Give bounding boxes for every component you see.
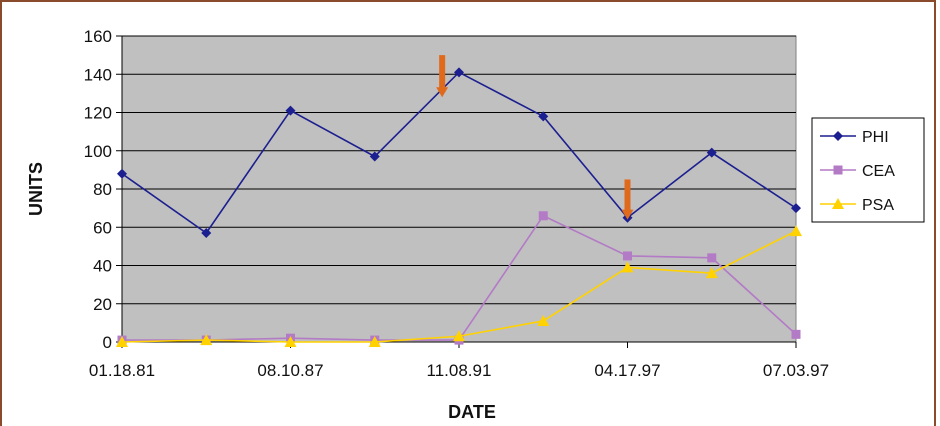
legend-swatch-marker: [833, 165, 843, 175]
y-tick-label: 100: [84, 142, 112, 161]
y-tick-label: 160: [84, 27, 112, 46]
y-tick-label: 20: [93, 295, 112, 314]
y-tick-labels: 0 20 40 60 80 100 120 140 160: [84, 27, 112, 352]
y-tick-label: 140: [84, 65, 112, 84]
legend-item-cea: CEA: [820, 163, 895, 180]
data-point-cea: [623, 251, 632, 261]
arrow-annotation: [621, 179, 634, 220]
data-point-phi: [285, 105, 296, 116]
legend-swatch-marker: [833, 131, 843, 141]
data-point-phi: [369, 151, 380, 162]
arrow-annotation: [436, 55, 449, 98]
x-axis-title: DATE: [448, 402, 496, 422]
data-point-phi: [454, 67, 464, 78]
y-tick-label: 120: [84, 104, 112, 123]
data-point-psa: [200, 334, 213, 346]
legend-label: PHI: [862, 129, 889, 146]
x-tick-label: 08.10.87: [257, 361, 323, 380]
data-point-psa: [284, 336, 297, 347]
data-point-phi: [538, 111, 549, 122]
arrow-shaft: [624, 179, 631, 211]
annotation-arrows: [436, 55, 634, 220]
legend-label: PSA: [862, 197, 894, 214]
x-tick-label: 04.17.97: [594, 361, 660, 380]
x-tick-label: 07.03.97: [763, 361, 829, 380]
data-point-psa: [537, 314, 550, 326]
data-point-psa: [116, 336, 128, 347]
series-phi: [117, 67, 801, 238]
legend: PHI CEA PSA: [811, 117, 925, 223]
data-point-cea: [791, 329, 801, 339]
arrow-head: [436, 87, 449, 98]
arrow-head: [621, 209, 634, 220]
data-point-cea: [707, 253, 717, 263]
legend-item-phi: PHI: [820, 129, 889, 146]
y-axis-title: UNITS: [26, 162, 46, 216]
series-psa: [116, 225, 802, 347]
data-point-phi: [706, 147, 717, 158]
legend-label: CEA: [862, 163, 895, 180]
data-point-psa: [368, 336, 381, 347]
arrow-shaft: [439, 55, 446, 89]
data-point-phi: [791, 203, 801, 214]
data-point-phi: [201, 227, 212, 238]
x-tick-label: 01.18.81: [89, 361, 155, 380]
data-point-psa: [453, 330, 465, 342]
y-tick-label: 80: [93, 180, 112, 199]
y-tick-label: 60: [93, 218, 112, 237]
data-point-cea: [538, 211, 548, 221]
data-point-psa: [705, 267, 718, 279]
series-lines: [116, 67, 802, 347]
y-tick-label: 40: [93, 257, 112, 276]
legend-item-psa: PSA: [820, 197, 894, 214]
legend-swatch-marker: [832, 198, 844, 209]
data-point-phi: [117, 168, 127, 179]
data-point-psa: [621, 261, 634, 273]
data-point-psa: [790, 225, 802, 237]
y-tick-label: 0: [103, 333, 112, 352]
gridlines: [122, 35, 796, 305]
x-tick-labels: 01.18.81 08.10.87 11.08.91 04.17.97 07.03.97: [89, 361, 829, 380]
x-tick-label: 11.08.91: [427, 361, 492, 380]
